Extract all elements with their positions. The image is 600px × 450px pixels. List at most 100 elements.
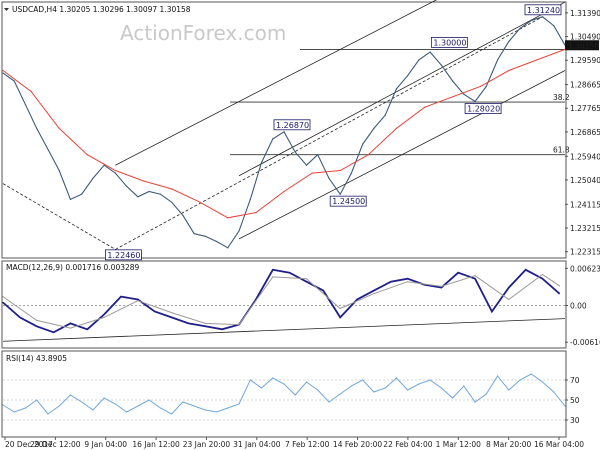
data-point — [2, 72, 4, 74]
data-point — [204, 322, 206, 324]
data-point — [339, 316, 341, 319]
data-point — [440, 64, 442, 66]
y-tick-label: 0.00 — [570, 302, 587, 311]
data-point — [305, 381, 308, 383]
price-panel — [1, 1, 567, 259]
trend-line — [238, 70, 566, 240]
data-point — [463, 93, 465, 95]
data-point — [508, 298, 510, 301]
data-point — [36, 325, 38, 327]
title-dropdown-icon[interactable] — [4, 8, 9, 11]
data-point — [311, 172, 313, 174]
data-point — [452, 80, 454, 82]
data-point — [508, 389, 510, 391]
data-point — [227, 247, 229, 249]
data-point — [154, 310, 156, 313]
data-point — [328, 401, 330, 403]
data-point — [81, 401, 83, 403]
y-tick-label: -0.006163 — [570, 338, 600, 347]
data-point — [474, 278, 476, 280]
data-point — [367, 154, 369, 156]
data-point — [305, 164, 308, 166]
y-tick-label: 1.25940 — [570, 152, 600, 161]
data-point — [2, 69, 4, 72]
data-point — [294, 151, 296, 153]
data-point — [362, 143, 364, 145]
data-point — [24, 104, 27, 106]
data-point — [86, 328, 88, 330]
x-tick-label: 16 Mar 04:00 — [534, 440, 584, 449]
data-point — [508, 69, 510, 72]
data-point — [13, 411, 15, 413]
data-point — [238, 230, 240, 232]
data-point — [519, 27, 521, 29]
data-point — [553, 25, 555, 27]
data-point — [558, 292, 560, 295]
data-point — [530, 373, 532, 375]
data-point — [390, 281, 392, 283]
data-point — [255, 211, 257, 214]
data-point — [137, 196, 139, 198]
data-point — [395, 127, 397, 129]
data-point — [283, 190, 285, 193]
data-point — [182, 401, 184, 403]
data-point — [13, 80, 15, 82]
data-point — [193, 405, 195, 407]
data-point — [407, 75, 409, 77]
data-point — [418, 383, 420, 385]
data-point — [407, 278, 409, 280]
data-point — [452, 397, 454, 399]
data-point — [114, 169, 116, 172]
data-point — [249, 379, 251, 381]
x-tick-label: 16 Jan 12:00 — [132, 440, 180, 449]
data-point — [24, 407, 27, 409]
y-tick-label: 1.23215 — [570, 224, 600, 233]
data-point — [429, 51, 431, 53]
data-point — [384, 114, 386, 116]
macd-panel — [1, 260, 567, 349]
data-point — [373, 127, 375, 129]
data-point — [171, 316, 173, 319]
data-point — [350, 385, 353, 387]
data-point — [289, 272, 291, 274]
data-point — [395, 88, 397, 90]
price-annotation-box — [430, 37, 468, 48]
data-point — [238, 323, 240, 326]
data-point — [496, 59, 499, 61]
data-point — [373, 292, 375, 295]
data-point — [339, 193, 341, 195]
data-point — [317, 389, 319, 391]
data-point — [58, 127, 60, 129]
rsi-title: RSI(14) 43.8905 — [6, 354, 67, 363]
data-point — [2, 301, 4, 304]
y-tick-label: 30 — [570, 416, 580, 425]
last-price-box — [565, 40, 599, 51]
data-point — [148, 190, 150, 193]
data-point — [558, 285, 560, 287]
data-point — [260, 161, 263, 164]
level-label: 38.2 — [553, 93, 570, 102]
data-point — [407, 281, 409, 283]
data-point — [373, 391, 375, 393]
y-tick-label: 50 — [570, 396, 580, 405]
data-point — [339, 307, 341, 310]
data-point — [204, 235, 206, 237]
data-point — [440, 285, 442, 288]
data-point — [305, 278, 308, 280]
data-point — [36, 127, 38, 129]
data-point — [187, 322, 190, 324]
data-point — [215, 240, 218, 243]
data-point — [305, 281, 308, 283]
price-annotation: 1.24500 — [332, 197, 365, 206]
last-price-label: 1.30158 — [568, 41, 599, 50]
price-annotation: 1.30000 — [433, 38, 466, 47]
data-point — [463, 385, 465, 387]
x-tick-label: 31 Jan 04:00 — [233, 440, 281, 449]
data-point — [69, 198, 72, 201]
data-point — [480, 85, 482, 87]
data-point — [491, 310, 493, 313]
series-line-macd — [2, 268, 560, 334]
y-tick-label: 1.24115 — [570, 200, 600, 209]
price-title: USDCAD,H4 1.30205 1.30296 1.30097 1.3015… — [12, 5, 191, 14]
watermark: ActionForex.com — [120, 21, 286, 45]
